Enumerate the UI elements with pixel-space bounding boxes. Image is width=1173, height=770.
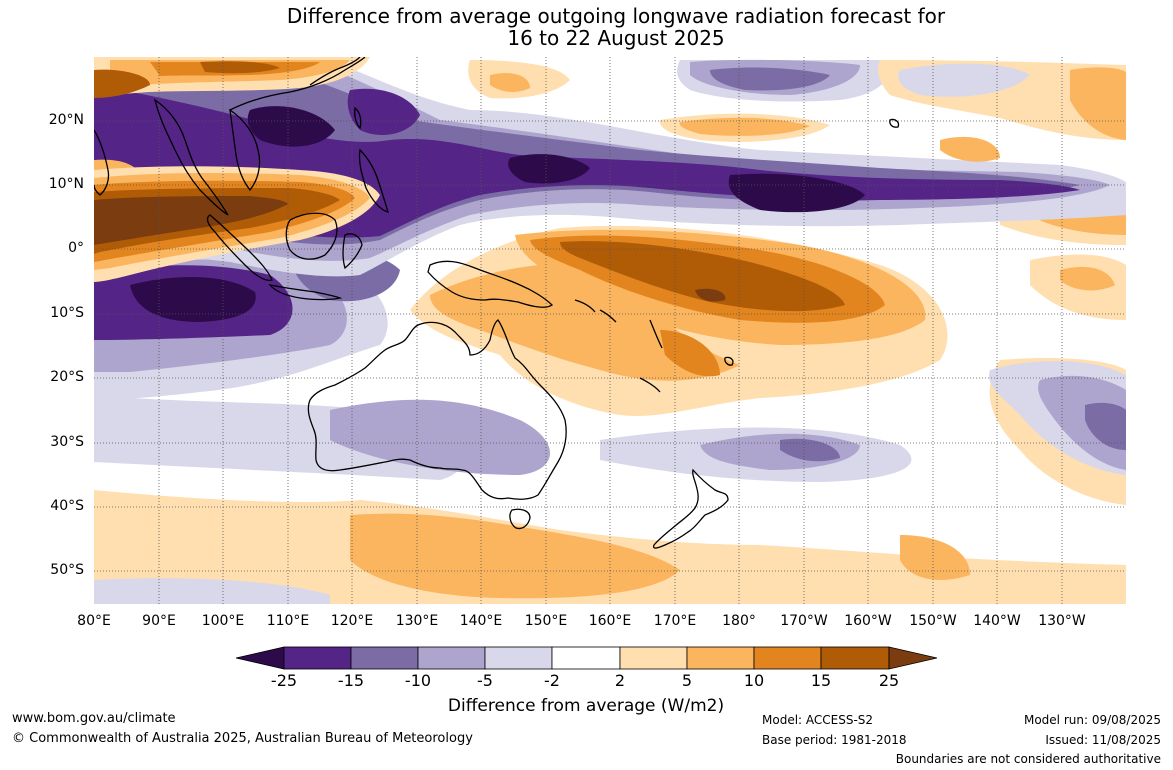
colorbar-swatch xyxy=(753,646,822,670)
map-title-line-1: Difference from average outgoing longwav… xyxy=(286,4,946,28)
lon-label-180: 180° xyxy=(722,613,756,629)
lon-label-80e: 80°E xyxy=(77,613,111,629)
colorbar-swatch xyxy=(350,646,419,670)
colorbar-label: -5 xyxy=(477,671,493,690)
colorbar-swatch xyxy=(820,646,890,670)
lon-label-90e: 90°E xyxy=(142,613,176,629)
lon-label-160w: 160°W xyxy=(844,613,892,629)
lat-label-20s: 20°S xyxy=(50,369,84,385)
lon-label-170e: 170°E xyxy=(653,613,697,629)
colorbar xyxy=(235,646,938,670)
colorbar-label: 2 xyxy=(614,671,626,690)
website-link[interactable]: www.bom.gov.au/climate xyxy=(12,711,176,726)
india-coastline xyxy=(94,129,110,196)
colorbar-swatch xyxy=(686,646,755,670)
vanuatu-coastline xyxy=(649,319,663,349)
colorbar-swatch xyxy=(619,646,688,670)
taiwan-coastline xyxy=(354,106,362,130)
colorbar-title: Difference from average (W/m2) xyxy=(447,696,725,716)
lon-label-150e: 150°E xyxy=(524,613,568,629)
colorbar-label: -2 xyxy=(544,671,560,690)
lon-label-130w: 130°W xyxy=(1038,613,1086,629)
fiji-coastline xyxy=(724,356,734,366)
lat-label-50s: 50°S xyxy=(50,562,84,578)
japan-coastline xyxy=(309,57,361,86)
lat-label-40s: 40°S xyxy=(50,498,84,514)
issued-date: Issued: 11/08/2025 xyxy=(1045,733,1161,747)
china-coastline xyxy=(229,57,366,111)
base-period: Base period: 1981-2018 xyxy=(762,733,907,747)
lat-label-30s: 30°S xyxy=(50,434,84,450)
lon-label-140e: 140°E xyxy=(459,613,503,629)
colorbar-extend-low xyxy=(235,646,285,670)
colorbar-label: 10 xyxy=(743,671,765,690)
lon-label-170w: 170°W xyxy=(780,613,828,629)
lat-label-10s: 10°S xyxy=(50,305,84,321)
colorbar-swatch xyxy=(484,646,553,670)
sumatra-coastline xyxy=(206,214,273,281)
colorbar-label: -15 xyxy=(337,671,365,690)
new-guinea-coastline xyxy=(427,260,554,308)
colorbar-label: 25 xyxy=(878,671,900,690)
colorbar-swatch xyxy=(551,646,621,670)
colorbar-label: -25 xyxy=(270,671,298,690)
lon-label-120e: 120°E xyxy=(330,613,374,629)
lon-label-110e: 110°E xyxy=(266,613,310,629)
new-zealand-coastline xyxy=(652,468,729,549)
colorbar-swatch xyxy=(417,646,486,670)
tasmania-coastline xyxy=(509,508,531,530)
colorbar-label: 5 xyxy=(681,671,693,690)
colorbar-extend-high xyxy=(888,646,938,670)
indochina-coastline xyxy=(153,98,229,216)
hawaii-coastline xyxy=(889,118,900,128)
lon-label-130e: 130°E xyxy=(395,613,439,629)
lon-label-150w: 150°W xyxy=(909,613,957,629)
graticule xyxy=(94,57,1126,604)
sulawesi-coastline xyxy=(342,233,363,270)
philippines-coastline xyxy=(358,148,389,213)
new-caledonia-coastline xyxy=(639,377,661,393)
vietnam-coastline xyxy=(229,108,261,192)
lon-label-100e: 100°E xyxy=(201,613,245,629)
colorbar-label: -10 xyxy=(404,671,432,690)
lat-label-20n: 20°N xyxy=(48,112,84,128)
borneo-coastline xyxy=(285,212,338,260)
australia-coastline xyxy=(307,319,567,500)
lat-label-10n: 10°N xyxy=(48,176,84,192)
map-title-line-2: 16 to 22 August 2025 xyxy=(507,26,725,50)
colorbar-swatch xyxy=(283,646,352,670)
solomon-islands-coastline xyxy=(574,299,617,323)
model-name: Model: ACCESS-S2 xyxy=(762,713,874,727)
copyright-notice: © Commonwealth of Australia 2025, Austra… xyxy=(12,731,473,746)
lat-label-0: 0° xyxy=(68,240,84,256)
boundary-disclaimer: Boundaries are not considered authoritat… xyxy=(895,752,1161,766)
coastlines xyxy=(94,57,900,549)
lon-label-140w: 140°W xyxy=(973,613,1021,629)
model-run-date: Model run: 09/08/2025 xyxy=(1023,713,1161,727)
java-coastline xyxy=(268,283,343,301)
colorbar-label: 15 xyxy=(810,671,832,690)
lon-label-160e: 160°E xyxy=(588,613,632,629)
